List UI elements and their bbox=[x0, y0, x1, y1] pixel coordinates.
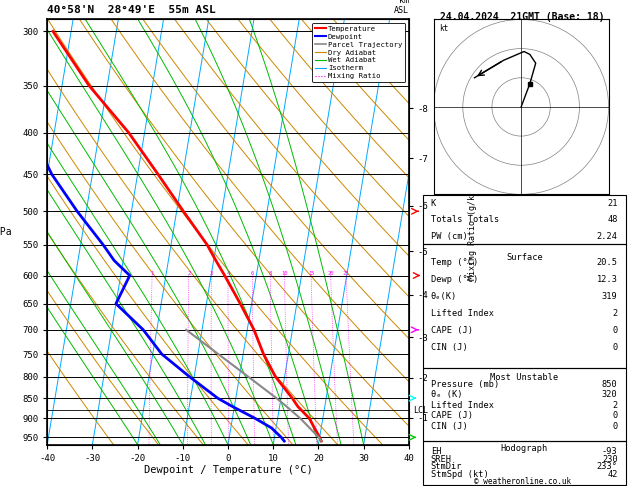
Text: Totals Totals: Totals Totals bbox=[431, 215, 499, 225]
Text: CAPE (J): CAPE (J) bbox=[431, 411, 473, 420]
Text: 21: 21 bbox=[607, 199, 618, 208]
Text: 20: 20 bbox=[328, 271, 334, 276]
Text: CAPE (J): CAPE (J) bbox=[431, 326, 473, 335]
Text: CIN (J): CIN (J) bbox=[431, 343, 467, 352]
Y-axis label: Mixing Ratio (g/kg): Mixing Ratio (g/kg) bbox=[467, 185, 477, 279]
Text: © weatheronline.co.uk: © weatheronline.co.uk bbox=[474, 476, 571, 486]
Text: Surface: Surface bbox=[506, 253, 543, 262]
Text: 320: 320 bbox=[602, 390, 618, 399]
X-axis label: Dewpoint / Temperature (°C): Dewpoint / Temperature (°C) bbox=[143, 466, 313, 475]
Text: 2: 2 bbox=[613, 400, 618, 410]
Text: EH: EH bbox=[431, 447, 442, 456]
Text: θₑ (K): θₑ (K) bbox=[431, 390, 462, 399]
Text: 0: 0 bbox=[613, 422, 618, 431]
Text: LCL: LCL bbox=[413, 406, 428, 415]
Text: Lifted Index: Lifted Index bbox=[431, 400, 494, 410]
Text: 0: 0 bbox=[613, 411, 618, 420]
Text: -93: -93 bbox=[602, 447, 618, 456]
Text: 850: 850 bbox=[602, 380, 618, 388]
Text: 233°: 233° bbox=[597, 462, 618, 471]
Text: 20.5: 20.5 bbox=[597, 259, 618, 267]
Text: Most Unstable: Most Unstable bbox=[490, 373, 559, 382]
Text: 0: 0 bbox=[613, 326, 618, 335]
Text: 10: 10 bbox=[281, 271, 287, 276]
Text: 48: 48 bbox=[607, 215, 618, 225]
Text: θₑ(K): θₑ(K) bbox=[431, 292, 457, 301]
Text: 12.3: 12.3 bbox=[597, 276, 618, 284]
Text: Temp (°C): Temp (°C) bbox=[431, 259, 478, 267]
Text: Dewp (°C): Dewp (°C) bbox=[431, 276, 478, 284]
Text: CIN (J): CIN (J) bbox=[431, 422, 467, 431]
Legend: Temperature, Dewpoint, Parcel Trajectory, Dry Adiabat, Wet Adiabat, Isotherm, Mi: Temperature, Dewpoint, Parcel Trajectory… bbox=[312, 23, 405, 82]
Text: PW (cm): PW (cm) bbox=[431, 232, 467, 241]
Text: 319: 319 bbox=[602, 292, 618, 301]
Text: 230: 230 bbox=[602, 455, 618, 464]
Text: StmSpd (kt): StmSpd (kt) bbox=[431, 470, 489, 479]
Text: Pressure (mb): Pressure (mb) bbox=[431, 380, 499, 388]
Text: 15: 15 bbox=[308, 271, 314, 276]
Text: StmDir: StmDir bbox=[431, 462, 462, 471]
Text: 40°58'N  28°49'E  55m ASL: 40°58'N 28°49'E 55m ASL bbox=[47, 5, 216, 15]
Text: 2.24: 2.24 bbox=[597, 232, 618, 241]
Text: 8: 8 bbox=[269, 271, 272, 276]
Text: Lifted Index: Lifted Index bbox=[431, 309, 494, 318]
Text: 2: 2 bbox=[613, 309, 618, 318]
Text: 3: 3 bbox=[209, 271, 213, 276]
Text: 24.04.2024  21GMT (Base: 18): 24.04.2024 21GMT (Base: 18) bbox=[440, 12, 604, 22]
Text: 25: 25 bbox=[343, 271, 349, 276]
Text: 2: 2 bbox=[187, 271, 191, 276]
Text: km
ASL: km ASL bbox=[394, 0, 409, 15]
Text: K: K bbox=[431, 199, 436, 208]
Text: 0: 0 bbox=[613, 343, 618, 352]
Text: 42: 42 bbox=[607, 470, 618, 479]
Text: 6: 6 bbox=[251, 271, 254, 276]
Y-axis label: hPa: hPa bbox=[0, 227, 11, 237]
Text: 1: 1 bbox=[150, 271, 153, 276]
Text: kt: kt bbox=[440, 24, 448, 33]
Text: SREH: SREH bbox=[431, 455, 452, 464]
Text: Hodograph: Hodograph bbox=[501, 444, 548, 453]
Text: 4: 4 bbox=[226, 271, 230, 276]
